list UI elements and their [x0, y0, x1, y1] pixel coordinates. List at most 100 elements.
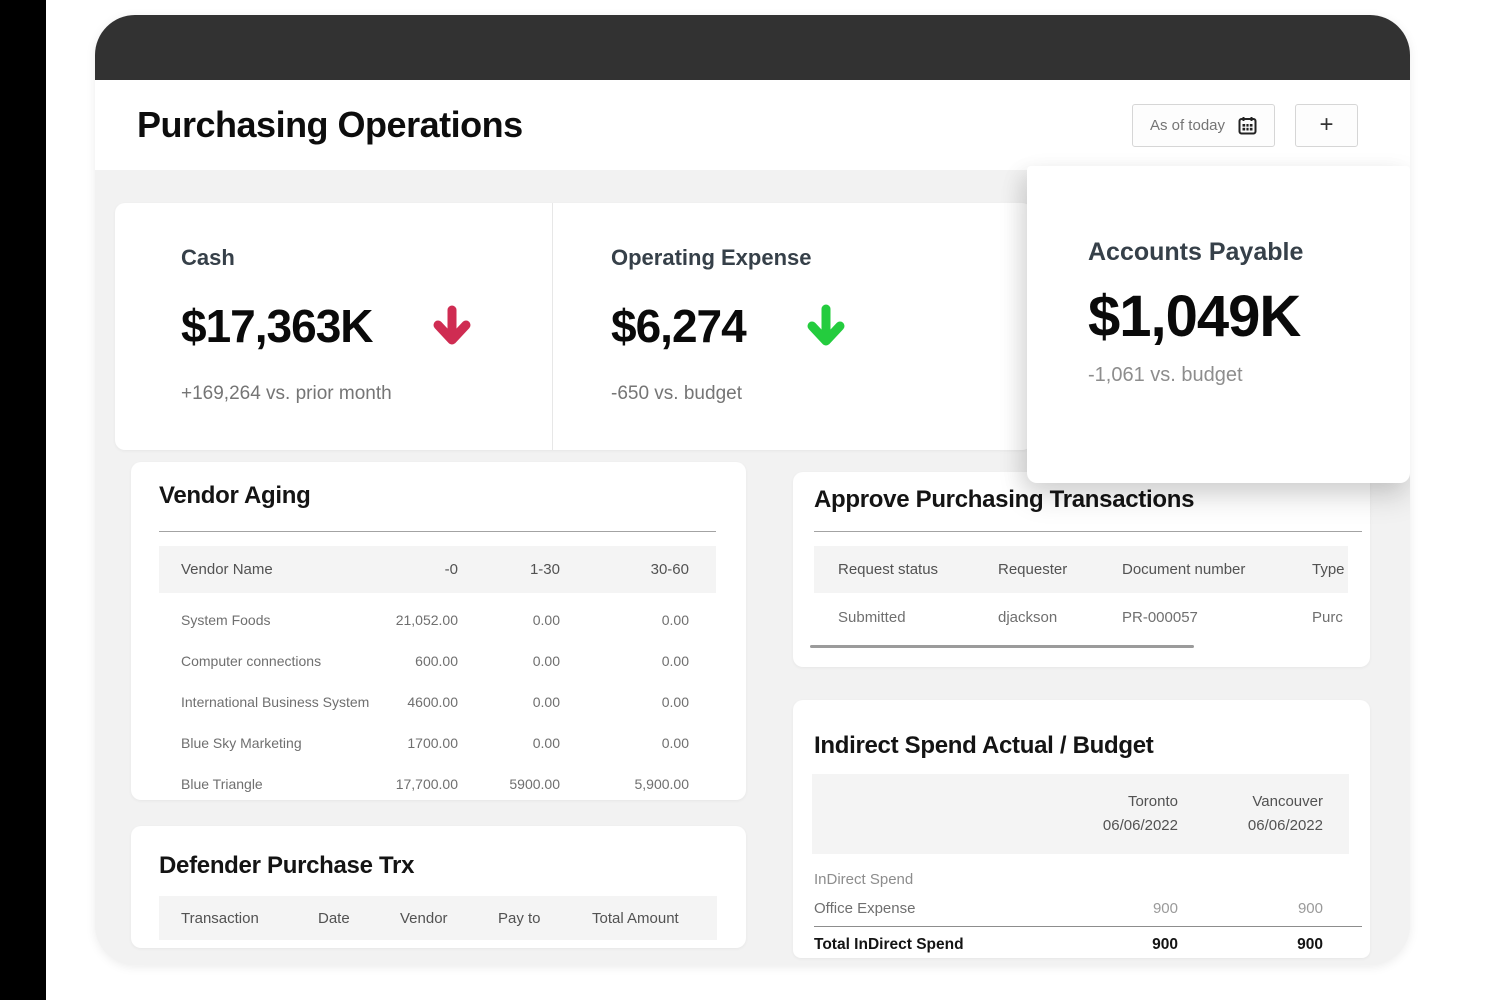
column-header: Document number: [1122, 561, 1246, 578]
aging-1-30: 5900.00: [509, 775, 560, 792]
kpi-accounts-payable-card[interactable]: Accounts Payable $1,049K -1,061 vs. budg…: [1027, 166, 1410, 483]
approve-transactions-card: Approve Purchasing Transactions Request …: [793, 472, 1370, 667]
kpi-cash-card[interactable]: Cash $17,363K +169,264 vs. prior month: [115, 203, 553, 450]
divider: [814, 531, 1362, 532]
column-header: Vancouver 06/06/2022: [1178, 790, 1323, 838]
left-black-strip: [0, 0, 46, 1000]
aging-30-60: 0.00: [661, 652, 689, 669]
column-header: Toronto 06/06/2022: [1018, 790, 1178, 838]
defender-header-row: Transaction Date Vendor Pay to Total Amo…: [159, 896, 717, 940]
dashboard-body: Cash $17,363K +169,264 vs. prior month: [95, 166, 1410, 965]
vendor-name: System Foods: [181, 611, 271, 628]
column-header: Type: [1312, 561, 1345, 578]
column-header: Request status: [838, 561, 939, 578]
type: Purc: [1312, 608, 1343, 626]
column-city: Toronto: [1127, 793, 1178, 810]
arrow-down-icon: [804, 302, 848, 350]
date-filter-button[interactable]: As of today: [1131, 103, 1275, 147]
vendor-aging-title: Vendor Aging: [159, 482, 311, 509]
arrow-down-icon: [431, 303, 473, 349]
aging-current: 17,700.00: [395, 775, 458, 792]
defender-purchase-card: Defender Purchase Trx Transaction Date V…: [131, 826, 746, 948]
vancouver-total: 900: [1297, 936, 1323, 953]
add-button[interactable]: +: [1295, 103, 1358, 147]
kpi-ap-label: Accounts Payable: [1088, 238, 1304, 266]
kpi-cash-value: $17,363K: [181, 300, 373, 352]
defender-purchase-title: Defender Purchase Trx: [159, 852, 415, 879]
page-title: Purchasing Operations: [137, 104, 523, 145]
column-city: Vancouver: [1252, 793, 1323, 810]
table-row[interactable]: Blue Sky Marketing 1700.00 0.00 0.00: [159, 722, 716, 763]
table-row[interactable]: Computer connections 600.00 0.00 0.00: [159, 640, 716, 681]
horizontal-scrollbar[interactable]: [810, 645, 1194, 648]
toronto-total: 900: [1152, 936, 1178, 953]
table-row[interactable]: Submitted djackson PR-000057 Purc: [814, 593, 1348, 641]
column-header: Total Amount: [592, 909, 679, 927]
table-row[interactable]: System Foods 21,052.00 0.00 0.00: [159, 599, 716, 640]
plus-icon: +: [1319, 111, 1334, 138]
column-header: -0: [444, 561, 458, 578]
window-titlebar: [95, 15, 1410, 80]
aging-current: 600.00: [415, 652, 458, 669]
expense-label: Office Expense: [814, 899, 916, 917]
divider: [159, 531, 716, 532]
app-header: Purchasing Operations As of today: [95, 80, 1410, 170]
toronto-value: 900: [1152, 899, 1178, 917]
vendor-name: International Business System: [181, 693, 370, 710]
kpi-opex-card[interactable]: Operating Expense $6,274 -650 vs. budget: [553, 203, 1032, 450]
approve-transactions-title: Approve Purchasing Transactions: [814, 486, 1195, 513]
column-header: Transaction: [181, 909, 259, 927]
aging-1-30: 0.00: [532, 693, 560, 710]
kpi-opex-label: Operating Expense: [611, 245, 812, 270]
kpi-cash-delta: +169,264 vs. prior month: [181, 383, 392, 404]
approve-transactions-header-row: Request status Requester Document number…: [814, 546, 1348, 593]
column-header: 30-60: [650, 561, 689, 578]
column-date: 06/06/2022: [1102, 817, 1178, 834]
column-date: 06/06/2022: [1247, 817, 1323, 834]
column-header: Pay to: [498, 909, 541, 927]
column-header: Vendor Name: [181, 561, 273, 578]
vendor-name: Computer connections: [181, 652, 322, 669]
table-row[interactable]: Office Expense 900 900: [814, 892, 1349, 924]
document-number: PR-000057: [1122, 608, 1198, 626]
column-header: Requester: [998, 561, 1068, 578]
kpi-ap-value: $1,049K: [1088, 284, 1301, 349]
aging-30-60: 5,900.00: [634, 775, 690, 792]
vancouver-value: 900: [1297, 899, 1323, 917]
vendor-name: Blue Triangle: [181, 775, 263, 792]
table-row[interactable]: Blue Triangle 17,700.00 5900.00 5,900.00: [159, 763, 716, 804]
column-header: 1-30: [529, 561, 560, 578]
request-status: Submitted: [838, 608, 906, 626]
indirect-spend-title: Indirect Spend Actual / Budget: [814, 732, 1154, 759]
vendor-aging-rows: System Foods 21,052.00 0.00 0.00 Compute…: [131, 593, 746, 804]
aging-current: 1700.00: [407, 734, 458, 751]
total-label: Total InDirect Spend: [814, 936, 964, 953]
kpi-cash-label: Cash: [181, 245, 235, 270]
column-header: Date: [318, 909, 350, 927]
aging-current: 21,052.00: [395, 611, 458, 628]
aging-1-30: 0.00: [532, 652, 560, 669]
header-actions: As of today +: [1131, 103, 1358, 147]
calendar-icon: [1238, 116, 1257, 135]
kpi-opex-delta: -650 vs. budget: [611, 383, 742, 404]
vendor-aging-card: Vendor Aging Vendor Name -0 1-30 30-60 S…: [131, 462, 746, 800]
group-label: InDirect Spend: [814, 870, 914, 888]
vendor-name: Blue Sky Marketing: [181, 734, 302, 751]
indirect-spend-card: Indirect Spend Actual / Budget Toronto 0…: [793, 700, 1370, 958]
app-window: Purchasing Operations As of today: [95, 15, 1410, 965]
table-row[interactable]: International Business System 4600.00 0.…: [159, 681, 716, 722]
kpi-ap-delta: -1,061 vs. budget: [1088, 364, 1243, 386]
date-filter-label: As of today: [1149, 116, 1225, 134]
aging-1-30: 0.00: [532, 611, 560, 628]
indirect-spend-header-row: Toronto 06/06/2022 Vancouver 06/06/2022: [812, 774, 1349, 854]
vendor-aging-header-row: Vendor Name -0 1-30 30-60: [159, 546, 716, 593]
aging-30-60: 0.00: [661, 734, 689, 751]
column-header: Vendor: [400, 909, 448, 927]
kpi-strip: Cash $17,363K +169,264 vs. prior month: [115, 203, 1032, 450]
aging-current: 4600.00: [407, 693, 458, 710]
requester: djackson: [998, 608, 1058, 626]
kpi-opex-value: $6,274: [611, 300, 747, 352]
total-row: Total InDirect Spend 900 900: [814, 927, 1349, 963]
aging-30-60: 0.00: [661, 611, 689, 628]
